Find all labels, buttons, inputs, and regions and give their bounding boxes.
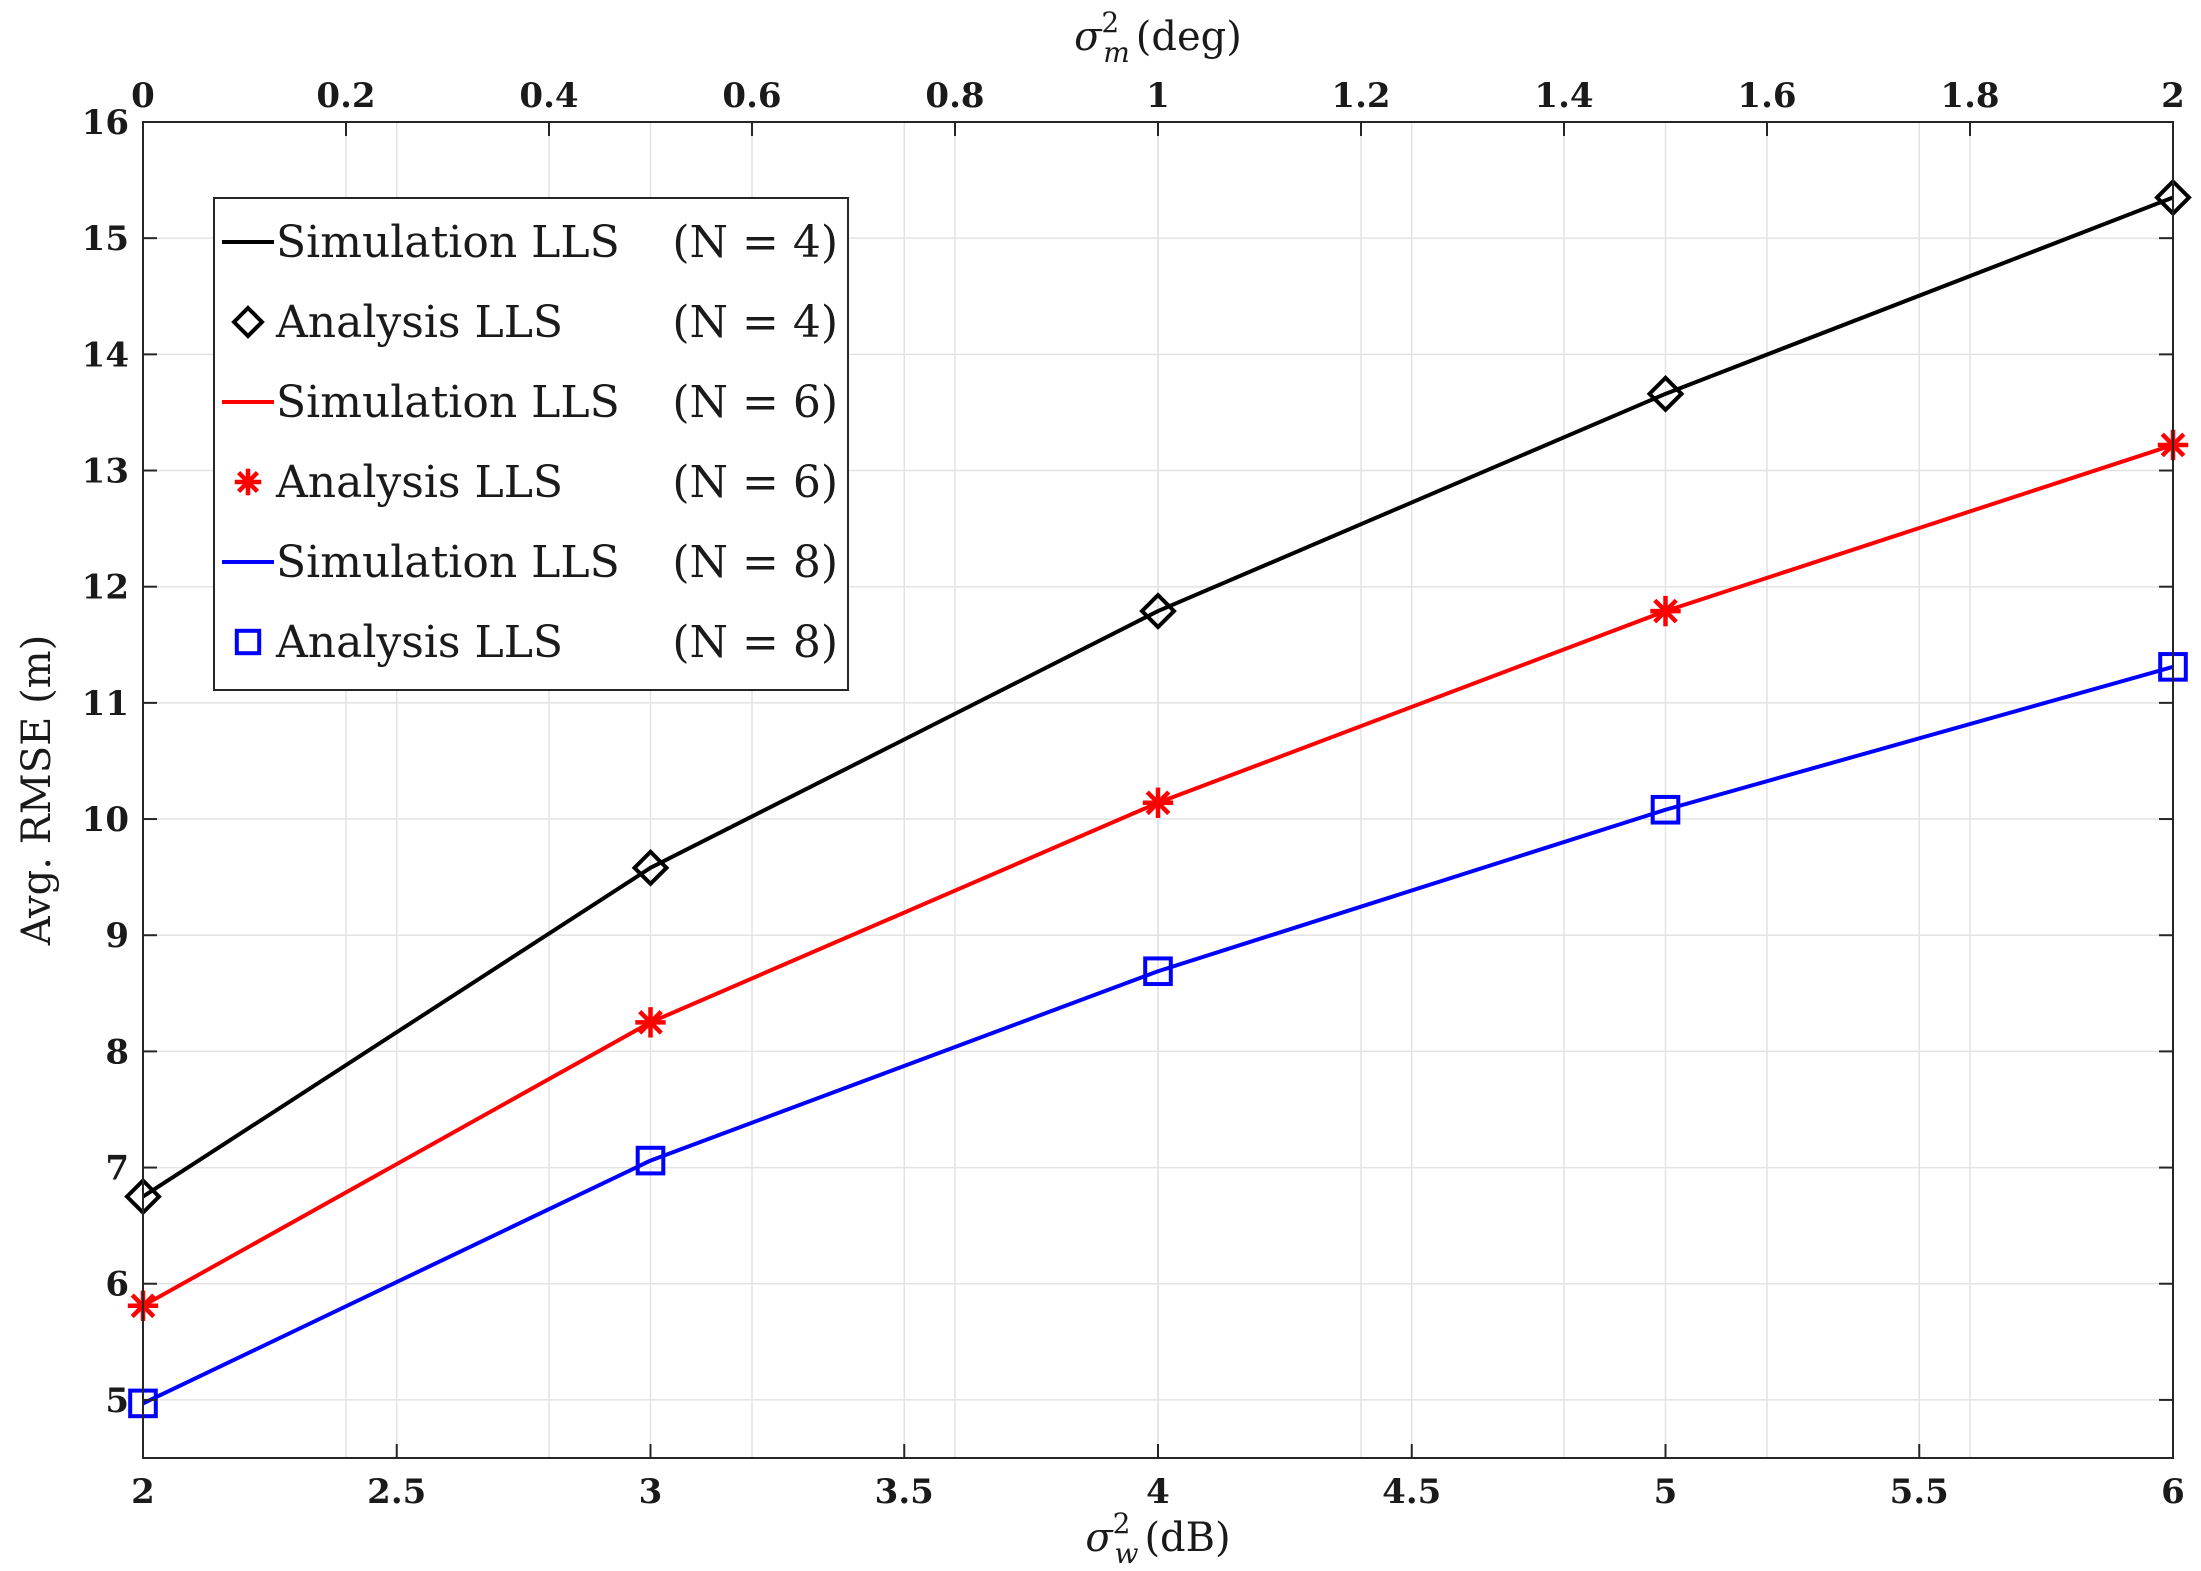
axis-labels: Avg. RMSE (m) σ2 w (dB) σ2 m (deg)	[14, 6, 1242, 1570]
y-tick-label: 8	[105, 1032, 129, 1072]
legend-item: Analysis LLS (N = 8)	[234, 617, 838, 668]
legend-label: Analysis LLS	[275, 617, 563, 668]
legend-label: Analysis LLS	[275, 297, 563, 348]
x2-tick-label: 0.8	[925, 76, 984, 116]
y-tick-label: 15	[82, 219, 129, 259]
legend-item: Analysis LLS (N = 4)	[231, 297, 838, 348]
legend-swatch-asterisk	[234, 468, 262, 496]
x-tick-label: 2	[131, 1472, 155, 1512]
legend-swatch-square	[234, 628, 262, 656]
legend-n-label: (N = 6)	[672, 377, 838, 428]
x2-tick-label: 1.2	[1331, 76, 1390, 116]
x-tick-label: 4.5	[1382, 1472, 1441, 1512]
x2-tick-label: 1.6	[1737, 76, 1796, 116]
legend-n-label: (N = 6)	[672, 457, 838, 508]
data-point-diamond	[631, 849, 670, 887]
series-line	[142, 664, 2174, 1406]
x-tick-label: 4	[1146, 1472, 1170, 1512]
data-point-square	[635, 1145, 666, 1176]
asterisk-stroke	[1145, 790, 1171, 816]
y-tick-label: 11	[82, 684, 129, 724]
x2-tick-label: 0.4	[519, 76, 578, 116]
legend-label: Analysis LLS	[275, 457, 563, 508]
legend-label: Simulation LLS	[276, 537, 620, 588]
legend-item: Simulation LLS (N = 6)	[222, 377, 838, 428]
y-tick-label: 14	[82, 335, 129, 375]
data-point-asterisk	[1142, 787, 1174, 818]
y-axis-label: Avg. RMSE (m)	[14, 635, 60, 946]
x2-tick-label: 1.4	[1534, 76, 1593, 116]
legend-item: Simulation LLS (N = 4)	[222, 217, 838, 268]
x-axis-label: σ2 w (dB)	[1085, 1507, 1230, 1570]
x2-tick-label: 0.6	[722, 76, 781, 116]
x2-tick-label: 1	[1146, 76, 1170, 116]
series-layer	[124, 178, 2192, 1419]
asterisk-stroke	[638, 1010, 663, 1035]
legend-n-label: (N = 4)	[672, 217, 838, 268]
legend: Simulation LLS (N = 4) Analysis LLS (N = 4)…	[213, 197, 849, 691]
x-tick-label: 5	[1654, 1472, 1678, 1512]
data-point-asterisk	[635, 1007, 666, 1038]
data-point-square	[1650, 794, 1681, 825]
top-x-axis-label: σ2 m (deg)	[1074, 6, 1242, 69]
legend-item: Analysis LLS (N = 6)	[234, 457, 838, 508]
y-tick-label: 5	[105, 1381, 129, 1421]
y-tick-label: 7	[105, 1149, 129, 1189]
legend-box	[213, 197, 849, 691]
x2-tick-label: 1.8	[1940, 76, 1999, 116]
series-4	[142, 664, 2174, 1406]
x-tick-label: 2.5	[367, 1472, 426, 1512]
x-tick-label: 3	[639, 1472, 663, 1512]
y-tick-label: 13	[82, 452, 129, 492]
x2-tick-label: 2	[2161, 76, 2185, 116]
y-tick-label: 16	[82, 103, 129, 143]
y-tick-label: 12	[82, 568, 129, 608]
x2-tick-label: 0	[131, 76, 155, 116]
asterisk-stroke	[237, 471, 259, 493]
data-point-diamond	[1139, 592, 1177, 630]
ticks: 2 2.5 3 3.5 4 4.5 5 5.5 6 0 0.2 0.4 0.6 0.8 1 1.2 1.4 1.6…	[82, 76, 2185, 1512]
legend-n-label: (N = 4)	[672, 297, 838, 348]
asterisk-stroke	[1653, 598, 1678, 624]
legend-label: Simulation LLS	[276, 377, 620, 428]
legend-n-label: (N = 8)	[672, 537, 838, 588]
legend-item: Simulation LLS (N = 8)	[222, 537, 838, 588]
y-tick-label: 9	[105, 916, 129, 956]
x2-tick-label: 0.2	[316, 76, 375, 116]
x-tick-label: 6	[2161, 1472, 2185, 1512]
data-point-square	[1143, 956, 1173, 987]
y-tick-label: 10	[82, 800, 129, 840]
legend-swatch-diamond	[231, 305, 265, 339]
series-0	[141, 195, 2174, 1199]
legend-label: Simulation LLS	[276, 217, 620, 268]
y-tick-label: 6	[105, 1265, 129, 1305]
x-tick-label: 5.5	[1890, 1472, 1949, 1512]
series-line	[141, 195, 2174, 1199]
legend-n-label: (N = 8)	[672, 617, 838, 668]
data-point-asterisk	[1650, 595, 1681, 627]
data-point-diamond	[1646, 375, 1685, 413]
x-tick-label: 3.5	[875, 1472, 934, 1512]
